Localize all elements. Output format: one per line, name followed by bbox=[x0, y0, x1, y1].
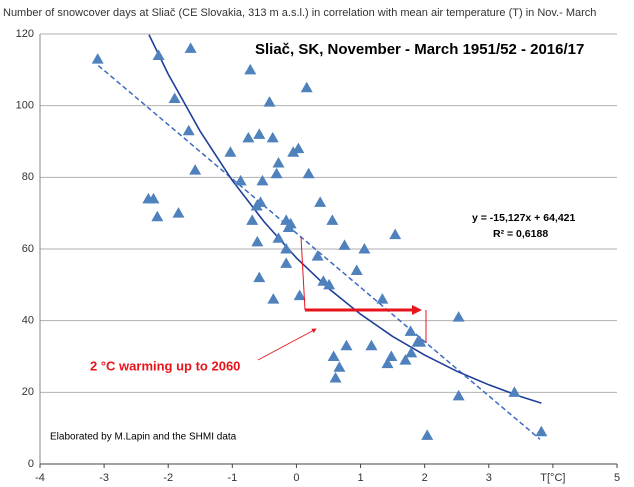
data-point bbox=[242, 131, 255, 143]
y-tick-label: 120 bbox=[16, 28, 34, 40]
credit: Elaborated by M.Lapin and the SHMI data bbox=[50, 432, 237, 443]
data-point bbox=[399, 354, 412, 365]
x-tick-label: T[°C] bbox=[540, 472, 565, 484]
data-point bbox=[421, 429, 434, 440]
equation: y = -15,127x + 64,421 bbox=[472, 212, 575, 224]
data-point bbox=[147, 192, 160, 204]
x-tick-label: 5 bbox=[614, 472, 620, 484]
data-point bbox=[302, 167, 315, 179]
data-point bbox=[272, 232, 285, 243]
data-point bbox=[189, 164, 202, 175]
data-point bbox=[287, 146, 300, 157]
x-tick-label: 3 bbox=[486, 472, 492, 484]
data-point bbox=[333, 361, 346, 372]
data-point bbox=[246, 214, 259, 225]
y-tick-label: 80 bbox=[22, 171, 34, 183]
trend-line bbox=[148, 34, 542, 404]
data-point bbox=[168, 92, 181, 103]
x-tick-label: 2 bbox=[422, 472, 428, 484]
data-point bbox=[405, 346, 418, 358]
data-point bbox=[263, 96, 276, 107]
data-point bbox=[365, 339, 378, 351]
data-point bbox=[535, 425, 548, 437]
data-point bbox=[293, 289, 306, 301]
x-tick-label: -3 bbox=[99, 472, 109, 484]
x-tick-label: 0 bbox=[293, 472, 299, 484]
pointer-arrow bbox=[257, 328, 317, 361]
data-point bbox=[250, 200, 263, 211]
data-point bbox=[326, 214, 339, 225]
data-point bbox=[452, 311, 465, 322]
data-point bbox=[280, 257, 293, 268]
data-point bbox=[508, 386, 521, 397]
data-point bbox=[311, 250, 324, 261]
data-point bbox=[184, 42, 197, 53]
x-tick-label: -1 bbox=[227, 472, 237, 484]
y-tick-label: 0 bbox=[28, 458, 34, 470]
x-tick-label: -4 bbox=[35, 472, 45, 484]
data-point bbox=[280, 243, 293, 254]
r-squared: R² = 0,6188 bbox=[493, 228, 548, 240]
data-point bbox=[267, 293, 280, 304]
x-tick-label: 1 bbox=[357, 472, 363, 484]
chart-subtitle: Sliač, SK, November - March 1951/52 - 20… bbox=[255, 41, 584, 58]
data-point bbox=[234, 174, 247, 186]
trend-line bbox=[97, 64, 541, 440]
data-point bbox=[317, 275, 330, 286]
guide-line bbox=[300, 236, 306, 311]
data-point bbox=[300, 81, 313, 93]
annotation-arrows bbox=[257, 236, 427, 361]
data-point bbox=[256, 174, 269, 186]
data-point bbox=[404, 325, 417, 336]
data-point bbox=[376, 293, 389, 304]
data-point bbox=[452, 389, 465, 401]
data-point bbox=[350, 264, 363, 275]
data-point bbox=[253, 271, 266, 283]
data-point bbox=[338, 239, 351, 250]
data-point bbox=[323, 278, 336, 290]
data-point bbox=[272, 157, 285, 168]
data-point bbox=[327, 350, 340, 361]
data-point bbox=[244, 63, 257, 75]
data-point bbox=[182, 124, 195, 136]
data-point bbox=[381, 357, 394, 369]
annotation: 2 °C warming up to 2060 bbox=[90, 358, 240, 373]
data-point bbox=[389, 228, 402, 240]
chart-title: Number of snowcover days at Sliač (CE Sl… bbox=[3, 7, 596, 19]
data-point bbox=[358, 243, 371, 254]
data-point bbox=[266, 131, 279, 143]
data-point bbox=[152, 49, 165, 60]
data-point bbox=[251, 235, 264, 247]
y-tick-label: 20 bbox=[22, 386, 34, 398]
data-point bbox=[151, 210, 164, 222]
y-tick-label: 100 bbox=[16, 100, 34, 112]
y-tick-label: 60 bbox=[22, 243, 34, 255]
data-point bbox=[253, 128, 266, 139]
data-point bbox=[91, 53, 104, 64]
data-point bbox=[385, 350, 398, 361]
data-point bbox=[414, 336, 427, 347]
data-point bbox=[282, 221, 295, 232]
data-point bbox=[314, 196, 327, 207]
y-tick-label: 40 bbox=[22, 315, 34, 327]
data-point bbox=[340, 339, 353, 351]
data-point bbox=[329, 372, 342, 383]
x-tick-label: -2 bbox=[163, 472, 173, 484]
data-point bbox=[224, 146, 237, 157]
data-point bbox=[270, 167, 283, 179]
data-point bbox=[172, 207, 185, 218]
